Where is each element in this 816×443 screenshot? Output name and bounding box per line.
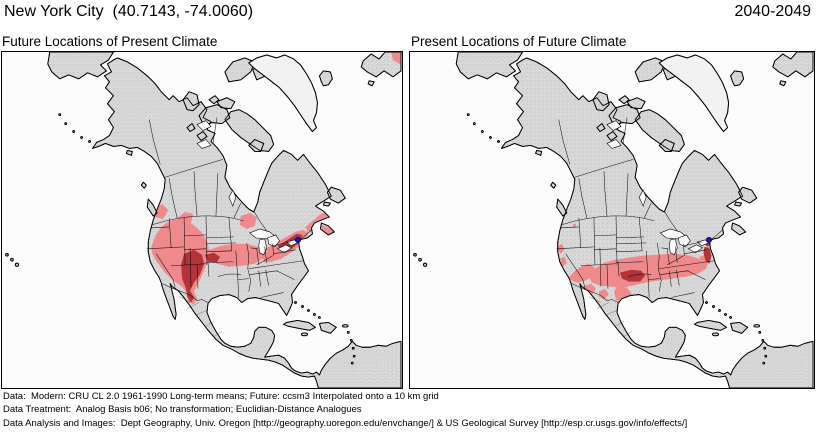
analog-region-light-overlay (555, 223, 712, 308)
nyc-location-marker (706, 236, 712, 243)
page-title: New York City (40.7143, -74.0060) (4, 3, 254, 20)
data-source-line: Data: Modern: CRU CL 2.0 1961-1990 Long-… (3, 391, 439, 402)
map-future-locations-of-present-climate (1, 51, 403, 389)
data-attribution: Data: Modern: CRU CL 2.0 1961-1990 Long-… (3, 390, 687, 430)
present-locations-map-canvas (413, 52, 814, 388)
decade-label: 2040-2049 (734, 3, 811, 20)
analog-region-dark-overlay (620, 238, 712, 282)
map-present-locations-of-future-climate (409, 51, 815, 389)
right-map-title: Present Locations of Future Climate (411, 34, 627, 49)
left-map-title: Future Locations of Present Climate (2, 34, 218, 49)
future-locations-map-canvas (5, 52, 402, 388)
nyc-location-marker (295, 236, 301, 243)
data-credits-line: Data Analysis and Images: Dept Geography… (3, 417, 688, 429)
data-treatment-line: Data Treatment: Analog Basis b06; No tra… (3, 404, 362, 416)
